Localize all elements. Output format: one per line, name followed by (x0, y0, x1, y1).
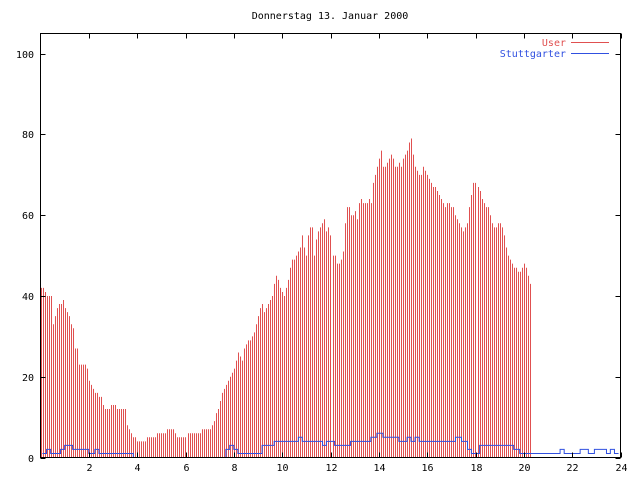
y-tick-label-80: 80 (22, 130, 34, 141)
y-tick-label-60: 60 (22, 211, 34, 222)
x-tick-label-4: 4 (134, 463, 140, 474)
plot-frame (40, 33, 621, 458)
legend-label-user: User (542, 38, 566, 49)
legend: User Stuttgarter (500, 38, 609, 60)
y-tick-label-0: 0 (28, 454, 34, 465)
x-tick-label-2: 2 (86, 463, 92, 474)
x-tick-label-14: 14 (373, 463, 385, 474)
x-tick-label-24: 24 (615, 463, 627, 474)
x-tick-label-12: 12 (325, 463, 337, 474)
stuttgarter-line (42, 432, 619, 458)
chart-title: Donnerstag 13. Januar 2000 (252, 11, 409, 22)
y-tick-label-100: 100 (16, 50, 34, 61)
x-tick-label-18: 18 (470, 463, 482, 474)
y-tick-label-20: 20 (22, 373, 34, 384)
x-tick-label-16: 16 (421, 463, 433, 474)
x-tick-label-22: 22 (566, 463, 578, 474)
x-tick-label-6: 6 (183, 463, 189, 474)
legend-label-stuttgarter: Stuttgarter (500, 49, 566, 60)
y-tick-label-40: 40 (22, 292, 34, 303)
user-impulses (41, 138, 531, 458)
stuttgarter-line-group (42, 432, 619, 458)
x-tick-label-8: 8 (231, 463, 237, 474)
x-tick-label-20: 20 (518, 463, 530, 474)
x-tick-label-10: 10 (276, 463, 288, 474)
